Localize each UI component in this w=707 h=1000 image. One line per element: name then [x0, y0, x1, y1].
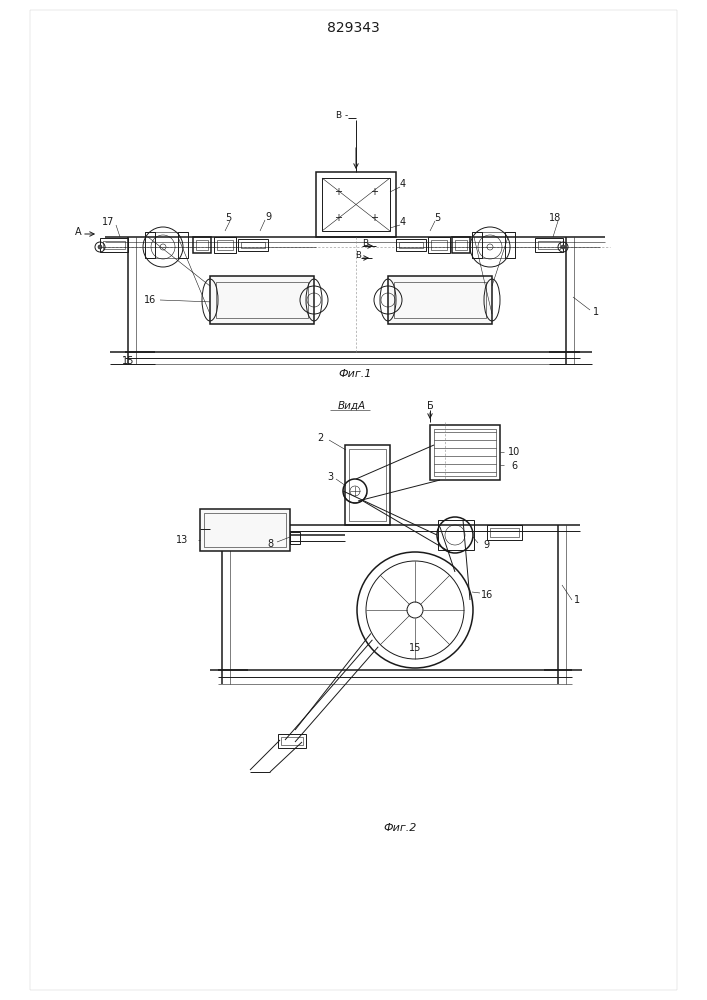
Text: Б: Б: [426, 401, 433, 411]
Bar: [431, 240, 447, 250]
Text: 18: 18: [549, 213, 561, 223]
Bar: [455, 240, 467, 250]
Bar: [204, 513, 286, 547]
Bar: [278, 734, 306, 748]
Text: В -: В -: [336, 110, 348, 119]
Text: 2: 2: [317, 433, 323, 443]
Text: В: В: [362, 239, 368, 248]
Text: +: +: [334, 213, 342, 223]
Bar: [490, 528, 519, 537]
Bar: [322, 178, 390, 231]
Bar: [210, 276, 314, 324]
Text: ВидА: ВидА: [338, 401, 366, 411]
Bar: [430, 425, 500, 480]
Bar: [217, 240, 233, 250]
Bar: [428, 237, 450, 253]
Text: 15: 15: [409, 643, 421, 653]
Text: Фиг.2: Фиг.2: [383, 823, 416, 833]
Circle shape: [561, 245, 565, 249]
Text: 15: 15: [122, 356, 134, 366]
Bar: [241, 242, 265, 248]
Text: 10: 10: [508, 447, 520, 457]
Bar: [216, 282, 308, 318]
Bar: [487, 525, 522, 540]
Bar: [316, 172, 396, 237]
Text: 5: 5: [434, 213, 440, 223]
Bar: [196, 240, 208, 250]
Text: 4: 4: [400, 179, 406, 189]
Bar: [178, 232, 188, 258]
Bar: [281, 737, 303, 745]
Text: 6: 6: [511, 461, 517, 471]
Bar: [538, 241, 560, 249]
Text: 13: 13: [176, 535, 188, 545]
Bar: [434, 429, 496, 476]
Bar: [505, 232, 515, 258]
Text: 9: 9: [483, 540, 489, 550]
Bar: [438, 520, 474, 550]
Bar: [290, 532, 300, 544]
Bar: [396, 239, 426, 251]
Text: 9: 9: [265, 212, 271, 222]
Bar: [100, 238, 128, 252]
Bar: [214, 237, 236, 253]
Text: 16: 16: [481, 590, 493, 600]
Bar: [238, 239, 268, 251]
Text: 829343: 829343: [327, 21, 380, 35]
Text: 4: 4: [400, 217, 406, 227]
Text: +: +: [334, 187, 342, 197]
Text: 1: 1: [593, 307, 599, 317]
Text: 16: 16: [144, 295, 156, 305]
Bar: [103, 241, 125, 249]
Text: 17: 17: [102, 217, 115, 227]
Text: А: А: [75, 227, 81, 237]
Text: В: В: [355, 250, 361, 259]
Bar: [394, 282, 486, 318]
Bar: [200, 509, 290, 551]
Bar: [535, 238, 563, 252]
Text: +: +: [370, 187, 378, 197]
Text: 1: 1: [574, 595, 580, 605]
Text: 3: 3: [327, 472, 333, 482]
Circle shape: [98, 245, 102, 249]
Text: 8: 8: [267, 539, 273, 549]
Bar: [145, 232, 155, 258]
Bar: [452, 237, 470, 253]
Text: 5: 5: [225, 213, 231, 223]
Bar: [345, 445, 390, 525]
Bar: [388, 276, 492, 324]
Text: Фиг.1: Фиг.1: [339, 369, 372, 379]
Bar: [349, 449, 386, 521]
Bar: [193, 237, 211, 253]
Bar: [399, 242, 423, 248]
Bar: [472, 232, 482, 258]
Text: +: +: [370, 213, 378, 223]
